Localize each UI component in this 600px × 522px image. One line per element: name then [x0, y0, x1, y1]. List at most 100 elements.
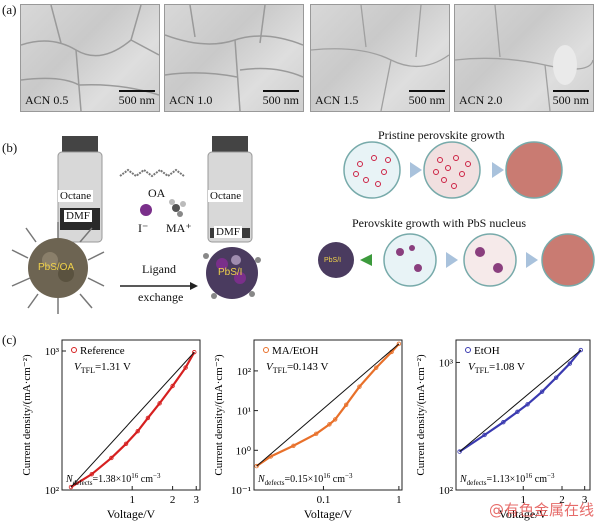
x-tick-label: 1 [396, 494, 402, 506]
data-point [553, 375, 559, 380]
iodide-ion [140, 204, 152, 216]
ligand-exchange-label-line2: exchange [138, 290, 184, 304]
y-tick-label: 10³ [45, 346, 60, 358]
data-point [183, 365, 188, 370]
chart-etoh: 1 2 3 10² 10³ EtOH VTFL=1.08 V Ndefects=1.13×10… [415, 339, 591, 521]
data-point [68, 484, 74, 490]
data-point [327, 422, 332, 427]
legend-label: EtOH [474, 345, 500, 357]
data-point [501, 420, 506, 425]
vial-left-bottom-label: DMF [64, 210, 92, 222]
sem-label: ACN 1.5 [315, 93, 359, 107]
x-tick-label: 2 [559, 494, 565, 506]
pbs-oa-label: PbS/OA [38, 262, 75, 273]
x-tick-label: 1 [521, 494, 527, 506]
series-line [256, 343, 400, 468]
ndefects-annotation: Ndefects=0.15×1016 cm−3 [257, 472, 353, 487]
y-tick-label: 10⁻¹ [231, 485, 251, 497]
legend-marker [263, 347, 269, 353]
pbs-growth-title: Perovskite growth with PbS nucleus [352, 216, 526, 230]
data-point [578, 347, 584, 353]
scale-bar: 500 nm [552, 90, 589, 108]
series-line [70, 351, 196, 488]
sem-label: ACN 2.0 [459, 93, 503, 107]
scale-bar: 500 nm [408, 90, 445, 108]
data-point [157, 401, 162, 406]
x-axis-label: Voltage/V [107, 507, 156, 521]
data-point [123, 441, 129, 446]
series-line [458, 349, 582, 453]
chart-reference: 1 2 3 10² 10³ Reference VTFL=1.31 V Ndefects=1.… [21, 339, 201, 521]
sem-image-acn-0-5: ACN 0.5 500 nm [20, 4, 160, 112]
plot-frame [253, 339, 403, 491]
data-point [109, 455, 114, 461]
data-point [482, 432, 487, 438]
oa-molecule [119, 168, 185, 178]
data-point [539, 389, 545, 394]
oa-label: OA [148, 186, 166, 200]
panel-label-b: (b) [2, 140, 18, 155]
vtfl-annotation: VTFL=0.143 V [266, 361, 328, 375]
chart-ma-etoh: 0.1 1 10⁻¹ 10⁰ 10¹ 10² MA/EtOH VTFL=0.143 V Ndef… [213, 339, 403, 521]
ma-ion [169, 199, 186, 217]
y-tick-label: 10² [237, 366, 252, 378]
watermark: @有色金属在线 [488, 501, 594, 519]
fit-line [256, 343, 400, 467]
vtfl-annotation: VTFL=1.08 V [468, 361, 525, 375]
pristine-growth-title: Pristine perovskite growth [378, 128, 505, 142]
data-point [135, 428, 140, 434]
ma-label: MA⁺ [166, 221, 192, 235]
data-point [567, 361, 573, 366]
sem-image-acn-1-5: ACN 1.5 500 nm [310, 4, 450, 112]
pristine-growth-diagram [343, 141, 563, 199]
ndefects-annotation: Ndefects=1.13×1016 cm−3 [459, 472, 555, 487]
y-tick-label: 10³ [439, 357, 454, 369]
data-point [268, 454, 273, 459]
data-point [332, 417, 338, 422]
x-tick-label: 3 [193, 494, 199, 506]
data-point [457, 449, 462, 454]
data-point [525, 402, 530, 407]
data-point [373, 365, 379, 370]
data-point [89, 471, 94, 477]
data-point [343, 402, 349, 407]
data-point [515, 409, 520, 415]
sem-label: ACN 1.0 [169, 93, 213, 107]
panel-label-c: (c) [2, 332, 17, 347]
y-axis-label: Current density/(mA·cm⁻²) [21, 354, 33, 476]
vial-left [57, 136, 103, 243]
plot-frame [61, 339, 201, 491]
vtfl-annotation: VTFL=1.31 V [74, 361, 131, 375]
sem-label: ACN 0.5 [25, 93, 69, 107]
data-point [192, 350, 197, 355]
vial-left-top-label: Octane [58, 190, 94, 202]
scale-bar: 500 nm [262, 90, 299, 108]
y-tick-label: 10¹ [237, 406, 251, 418]
y-tick-label: 10⁰ [236, 445, 252, 457]
sem-image-acn-2-0: ACN 2.0 500 nm [454, 4, 594, 112]
data-point [254, 463, 259, 469]
legend-label: Reference [80, 345, 125, 357]
pbs-i-small-label: PbS/I [324, 257, 342, 264]
data-point [291, 443, 296, 448]
x-tick-label: 1 [129, 494, 135, 506]
fit-line [459, 349, 582, 452]
vial-right-bottom-label: DMF [214, 226, 242, 238]
pbs-nucleus-growth-diagram [318, 233, 595, 287]
x-tick-label: 0.1 [317, 494, 331, 506]
ndefects-annotation: Ndefects=1.38×1016 cm−3 [65, 472, 161, 487]
pbs-i-nanoparticle [203, 247, 261, 299]
x-tick-label: 2 [170, 494, 176, 506]
legend-marker [71, 347, 77, 353]
data-point [170, 383, 175, 389]
iodide-label: I⁻ [138, 221, 149, 235]
x-tick-label: 3 [582, 494, 588, 506]
data-point [396, 341, 402, 347]
x-axis-label: Voltage/V [304, 507, 353, 521]
legend-label: MA/EtOH [272, 345, 319, 357]
vial-right-top-label: Octane [208, 190, 244, 202]
y-axis-label: Current density/(mA·cm⁻²) [213, 354, 225, 476]
pbs-i-label: PbS/I [218, 267, 243, 278]
pbs-oa-nanoparticle [11, 222, 105, 314]
x-axis-label: Voltage/V [499, 507, 548, 521]
